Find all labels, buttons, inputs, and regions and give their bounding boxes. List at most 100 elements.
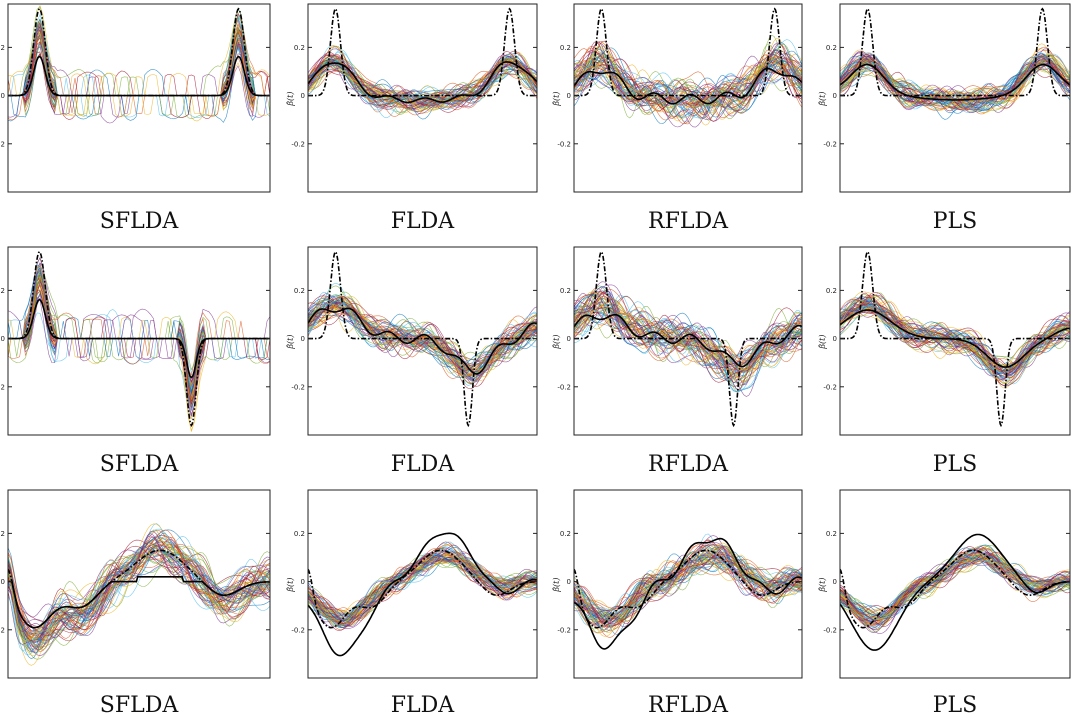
mean-estimate-line	[308, 307, 537, 375]
estimate-curve	[8, 528, 270, 647]
plot-area	[8, 250, 270, 432]
estimate-curve	[308, 298, 537, 376]
estimate-curve	[8, 544, 270, 637]
y-tick-label: 0.2	[294, 44, 305, 52]
estimate-curve	[840, 56, 1070, 109]
panel-2-1: 0.20-0.2β̂(t)SFLDA	[0, 246, 271, 477]
y-tick-label: -0.2	[291, 383, 305, 391]
y-tick-label: -0.2	[557, 626, 571, 634]
plot-area	[840, 533, 1070, 651]
mean-estimate-line	[840, 533, 1070, 651]
estimate-curve	[308, 301, 537, 366]
estimate-curve	[574, 286, 802, 397]
true-beta-line	[840, 549, 1070, 629]
y-axis-label: β̂(t)	[552, 334, 561, 349]
estimate-curve	[308, 295, 537, 383]
y-tick-label: 0	[833, 92, 837, 100]
estimate-curve	[8, 545, 270, 642]
true-beta-line	[308, 549, 537, 629]
panel-1-4: 0.2 0 -0.2 β̂(t) PLS	[818, 3, 1071, 234]
estimate-curve	[574, 540, 802, 628]
estimate-curve	[840, 54, 1070, 113]
y-axis-label: β̂(t)	[818, 91, 827, 106]
y-tick-label: 0	[301, 92, 305, 100]
y-tick-label: 0.2	[0, 44, 5, 52]
y-tick-label: -0.2	[291, 626, 305, 634]
y-tick-label: 0.2	[826, 530, 837, 538]
plot-area	[840, 250, 1070, 428]
y-tick-label: 0.2	[294, 287, 305, 295]
estimate-curve	[8, 540, 270, 642]
axes-frame	[839, 246, 1071, 436]
plot-area	[308, 532, 537, 657]
true-beta-line	[8, 549, 270, 629]
estimate-curve	[308, 544, 537, 628]
y-tick-label: -0.2	[0, 383, 5, 391]
estimate-curve	[574, 47, 802, 119]
y-tick-label: 0.2	[560, 287, 571, 295]
y-tick-label: 0	[833, 578, 837, 586]
panel-3-3: 0.2 0 -0.2 β̂(t) RFLDA	[552, 489, 803, 718]
plot-area	[840, 7, 1070, 120]
estimate-curve	[574, 56, 802, 106]
estimate-curve	[308, 296, 537, 371]
axes-frame	[307, 246, 538, 436]
estimate-curve	[8, 274, 270, 398]
y-tick-label: 0.2	[0, 530, 5, 538]
y-axis-label: β̂(t)	[286, 334, 295, 349]
estimate-curve	[574, 290, 802, 384]
axes-frame	[573, 3, 803, 193]
panel-2-4: 0.2 0 -0.2 β̂(t) PLS	[818, 246, 1071, 477]
y-axis-label: β̂(t)	[818, 577, 827, 592]
estimate-curve	[308, 58, 537, 102]
estimate-curve	[574, 295, 802, 379]
true-beta-line	[840, 250, 1070, 428]
estimate-curve	[574, 542, 802, 616]
plot-area	[308, 7, 537, 120]
estimate-curve	[840, 553, 1070, 619]
estimate-curve	[840, 302, 1070, 374]
plot-area	[308, 250, 537, 428]
mean-estimate-line	[308, 61, 537, 104]
plot-area	[8, 523, 270, 666]
y-axis-label: β̂(t)	[818, 334, 827, 349]
y-tick-label: -0.2	[823, 383, 837, 391]
plot-area	[574, 7, 802, 128]
estimate-curve	[840, 54, 1070, 106]
axes-frame	[307, 3, 538, 193]
estimate-curve	[840, 43, 1070, 113]
estimate-curve	[8, 523, 270, 652]
true-beta-line	[308, 250, 537, 428]
y-tick-label: 0.2	[0, 287, 5, 295]
method-caption: RFLDA	[648, 693, 729, 718]
estimate-curve	[840, 300, 1070, 373]
estimate-curve	[8, 272, 270, 400]
panel-3-1: 0.20-0.2β̂(t)SFLDA	[0, 489, 271, 718]
estimate-curve	[574, 301, 802, 370]
estimate-curve	[574, 290, 802, 385]
y-tick-label: 0.2	[294, 530, 305, 538]
method-caption: RFLDA	[648, 209, 729, 234]
y-tick-label: 0	[1, 335, 5, 343]
true-beta-line	[308, 7, 537, 97]
y-tick-label: -0.2	[823, 140, 837, 148]
mean-estimate-line	[308, 532, 537, 657]
estimate-curve	[574, 549, 802, 627]
estimate-curve	[308, 44, 537, 113]
estimate-curve	[8, 533, 270, 660]
estimate-curve	[840, 559, 1070, 625]
y-tick-label: 0	[567, 335, 571, 343]
estimate-curve	[308, 63, 537, 106]
y-tick-label: -0.2	[823, 626, 837, 634]
mean-estimate-line	[8, 298, 270, 379]
method-caption: RFLDA	[648, 452, 729, 477]
estimate-curve	[308, 48, 537, 105]
y-tick-label: 0.2	[826, 44, 837, 52]
y-axis-label: β̂(t)	[286, 91, 295, 106]
estimate-curve	[840, 300, 1070, 375]
estimate-curve	[308, 296, 537, 377]
estimate-curve	[574, 542, 802, 612]
method-caption: FLDA	[391, 452, 456, 477]
y-tick-label: -0.2	[0, 140, 5, 148]
